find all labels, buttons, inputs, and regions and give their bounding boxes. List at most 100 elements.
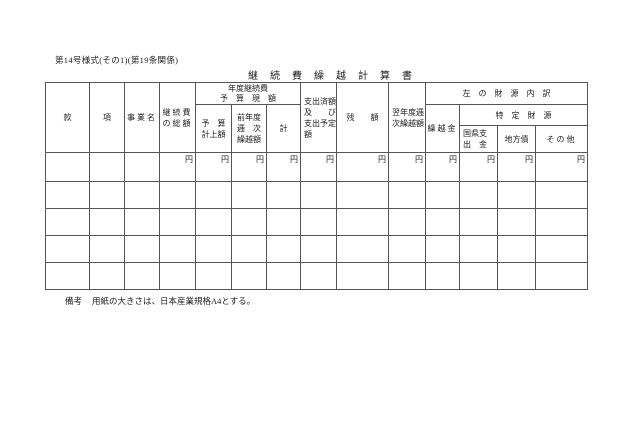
data-cell <box>266 181 301 209</box>
data-cell <box>195 235 232 263</box>
data-cell <box>300 262 337 290</box>
data-cell <box>124 152 160 182</box>
data-cell <box>300 235 337 263</box>
data-cell <box>266 235 301 263</box>
data-cell <box>45 235 90 263</box>
header-balance: 残 額 <box>336 82 389 153</box>
remarks-label: 備考 <box>65 296 83 306</box>
data-cell <box>425 262 460 290</box>
unit-yen-label: 円 <box>336 152 389 182</box>
unit-yen-label: 円 <box>195 152 232 182</box>
data-cell <box>89 152 125 182</box>
header-row-1: 款 項 事業名 継続費 の総額 年度継続費 予 算 現 額 支出済額 及 び 支… <box>45 82 588 153</box>
document-title: 継続費繰越計算書 <box>248 71 424 82</box>
header-other: その他 <box>535 125 588 153</box>
data-cell <box>195 181 232 209</box>
data-cell <box>231 208 267 236</box>
header-total-continuing-cost: 継続費 の総額 <box>159 82 196 153</box>
data-cell <box>231 235 267 263</box>
data-cell <box>336 262 389 290</box>
unit-yen-label: 円 <box>231 152 267 182</box>
data-cell <box>459 235 498 263</box>
data-cell <box>300 181 337 209</box>
data-cell <box>89 181 125 209</box>
remarks-note: 備考 用紙の大きさは、日本産業規格A4とする。 <box>65 295 255 307</box>
data-cell <box>159 262 196 290</box>
data-cell <box>336 208 389 236</box>
data-cell <box>266 262 301 290</box>
remarks-text: 用紙の大きさは、日本産業規格A4とする。 <box>92 296 256 306</box>
header-national-pref-disbursement: 国県支 出 金 <box>459 125 498 153</box>
unit-yen-label: 円 <box>497 152 536 182</box>
header-total: 計 <box>266 104 301 153</box>
unit-yen-label: 円 <box>535 152 588 182</box>
data-cell <box>89 208 125 236</box>
header-budgeted-amount: 予 算 計上額 <box>195 104 232 153</box>
data-cell <box>266 208 301 236</box>
data-cell <box>159 235 196 263</box>
unit-yen-label: 円 <box>300 152 337 182</box>
header-fy-continuing-cost-band: 年度継続費 予 算 現 額 <box>195 82 301 105</box>
data-cell <box>45 262 90 290</box>
header-next-year-carryover: 翌年度逓 次繰越額 <box>388 82 426 153</box>
data-cell <box>300 208 337 236</box>
data-cell <box>497 262 536 290</box>
data-cell <box>535 235 588 263</box>
data-cell <box>195 208 232 236</box>
header-paid-and-planned-expense: 支出済額 及 び 支出予定 額 <box>300 82 337 153</box>
empty-data-row <box>45 181 588 209</box>
data-cell <box>388 262 426 290</box>
data-cell <box>535 208 588 236</box>
data-cell <box>231 181 267 209</box>
data-cell <box>231 262 267 290</box>
header-local-bonds: 地方債 <box>497 125 536 153</box>
unit-yen-label: 円 <box>159 152 196 182</box>
data-cell <box>336 181 389 209</box>
data-cell <box>497 181 536 209</box>
empty-data-row <box>45 235 588 263</box>
data-cell <box>195 262 232 290</box>
data-cell <box>459 181 498 209</box>
header-project-name: 事業名 <box>124 82 160 153</box>
data-cell <box>124 208 160 236</box>
data-cell <box>497 208 536 236</box>
data-cell <box>336 235 389 263</box>
empty-data-row <box>45 208 588 236</box>
unit-yen-label: 円 <box>266 152 301 182</box>
data-cell <box>425 235 460 263</box>
unit-row: 円 円 円 円 円 円 円 円 円 円 円 <box>45 152 588 182</box>
data-cell <box>388 181 426 209</box>
unit-yen-label: 円 <box>425 152 460 182</box>
data-cell <box>535 262 588 290</box>
header-item: 項 <box>89 82 125 153</box>
header-row-3: 国県支 出 金 地方債 その他 <box>46 125 588 153</box>
header-specific-funding-band: 特 定 財 源 <box>459 104 588 126</box>
header-prev-year-carryover: 前年度 逓 次 繰越額 <box>231 104 267 153</box>
header-carryover-fund: 繰越金 <box>425 104 460 153</box>
header-section: 款 <box>45 82 90 153</box>
data-cell <box>388 235 426 263</box>
unit-yen-label: 円 <box>459 152 498 182</box>
data-cell <box>124 262 160 290</box>
unit-yen-label: 円 <box>388 152 426 182</box>
data-cell <box>124 235 160 263</box>
data-cell <box>459 262 498 290</box>
data-cell <box>45 152 90 182</box>
data-cell <box>535 181 588 209</box>
data-cell <box>425 208 460 236</box>
data-cell <box>89 262 125 290</box>
carryover-statement-table: 款 項 事業名 継続費 の総額 年度継続費 予 算 現 額 支出済額 及 び 支… <box>45 82 588 290</box>
header-funding-breakdown-band: 左 の 財 源 内 訳 <box>425 82 588 105</box>
data-cell <box>459 208 498 236</box>
data-cell <box>159 181 196 209</box>
data-cell <box>497 235 536 263</box>
data-cell <box>124 181 160 209</box>
data-cell <box>89 235 125 263</box>
data-cell <box>45 181 90 209</box>
data-cell <box>425 181 460 209</box>
data-cell <box>45 208 90 236</box>
data-cell <box>388 208 426 236</box>
header-row-2: 予 算 計上額 前年度 逓 次 繰越額 計 繰越金 特 定 財 源 <box>46 104 588 153</box>
data-cell <box>159 208 196 236</box>
